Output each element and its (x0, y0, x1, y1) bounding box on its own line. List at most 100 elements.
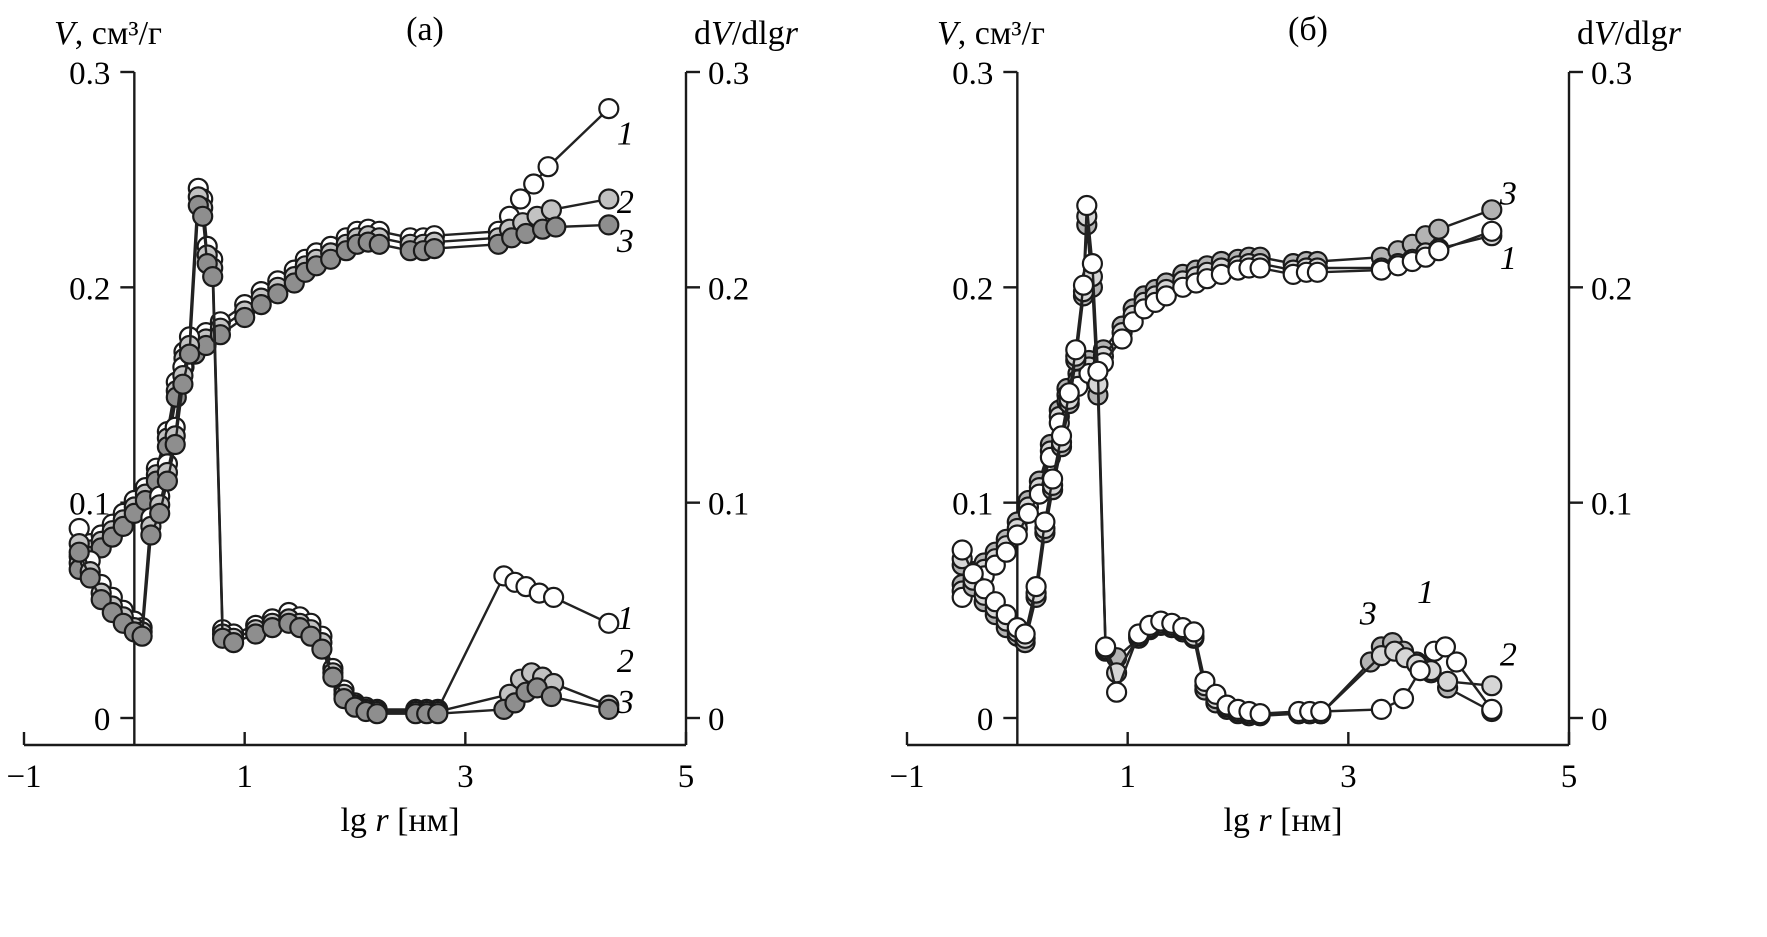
data-point-marker (368, 233, 390, 255)
data-point-marker (1072, 274, 1095, 296)
data-point-marker (545, 216, 567, 238)
x-axis-title: lg r [нм] (1223, 802, 1342, 839)
data-point-marker (1306, 261, 1328, 283)
curve-label-b-dV-1: 1 (1417, 574, 1434, 611)
data-point-marker (1034, 511, 1056, 533)
y-left-tick-label: 0.1 (952, 487, 993, 523)
data-point-marker (1249, 257, 1271, 279)
data-point-marker (149, 502, 171, 525)
data-point-marker (951, 539, 973, 561)
data-point-marker (131, 625, 153, 647)
data-point-marker (156, 470, 178, 492)
curve-label-a-dV-3: 3 (616, 684, 634, 721)
series-a-dV-3 (68, 194, 620, 725)
x-tick-label: 1 (236, 759, 253, 795)
data-point-marker (1111, 328, 1133, 350)
x-tick-label: 3 (1340, 759, 1357, 795)
curve-label-a-dV-1: 1 (617, 600, 634, 637)
data-point-marker (427, 703, 449, 725)
curve-label-a-V-2: 2 (617, 184, 634, 221)
x-axis-title: lg r [нм] (340, 802, 459, 839)
chart-panel-b: 0 0.1 0.2 0.3 0 0.1 0.2 0.3 −1 1 3 5 V, см³/г dV/dlgr… (889, 11, 1682, 839)
data-point-marker (1006, 524, 1028, 546)
data-point-marker (1087, 360, 1109, 382)
data-point-marker (1155, 285, 1177, 307)
data-point-marker (79, 567, 101, 589)
panel-label: (а) (406, 11, 444, 48)
data-point-marker (1392, 687, 1415, 710)
data-point-marker (68, 541, 90, 563)
data-point-marker (1095, 636, 1117, 658)
series-a-dV-2 (68, 186, 620, 723)
data-point-marker (267, 283, 289, 305)
data-point-marker (1481, 220, 1503, 242)
data-point-marker (598, 188, 620, 210)
panel-label: (б) (1288, 11, 1328, 48)
y-right-tick-label: 0.3 (1591, 56, 1632, 92)
data-point-marker (172, 373, 194, 395)
y-right-axis-title: dV/dlgr (1577, 15, 1682, 52)
data-point-marker (1249, 703, 1271, 725)
x-tick-label: −1 (6, 759, 41, 795)
data-point-marker (1409, 659, 1431, 682)
y-right-tick-label: 0.2 (708, 271, 749, 307)
data-point-marker (1076, 194, 1098, 217)
y-right-tick-label: 0.3 (708, 56, 749, 92)
curve-label-b-V-3: 3 (1499, 176, 1517, 213)
y-left-tick-label: 0 (94, 702, 111, 738)
data-point-marker (1310, 700, 1332, 723)
x-tick-label: −1 (889, 759, 924, 795)
y-left-tick-label: 0.2 (952, 271, 993, 307)
data-point-marker (366, 703, 388, 725)
y-left-tick-label: 0.2 (69, 271, 110, 307)
x-tick-label: 5 (678, 759, 695, 795)
y-left-tick-label: 0 (977, 702, 994, 738)
data-point-marker (1428, 218, 1450, 240)
y-left-axis-title: V, см³/г (937, 15, 1045, 52)
series-line (961, 216, 1492, 715)
data-point-marker (140, 524, 162, 546)
y-left-tick-label: 0.1 (69, 487, 110, 523)
data-point-marker (1014, 623, 1036, 645)
data-point-marker (322, 666, 344, 688)
y-left-axis-title: V, см³/г (54, 15, 162, 52)
data-point-marker (1370, 698, 1392, 721)
data-point-marker (1017, 502, 1039, 525)
curve-label-a-dV-2: 2 (617, 643, 634, 680)
data-point-marker (164, 433, 186, 456)
data-point-marker (423, 238, 445, 260)
data-point-marker (598, 612, 620, 634)
curve-label-b-dV-2: 2 (1500, 636, 1517, 673)
data-point-marker (995, 541, 1017, 563)
data-point-marker (1058, 382, 1080, 404)
x-tick-label: 1 (1119, 759, 1136, 795)
data-point-marker (1481, 698, 1503, 721)
data-point-marker (223, 631, 245, 654)
data-point-marker (598, 214, 620, 236)
data-point-marker (1481, 675, 1503, 697)
data-point-marker (542, 586, 565, 609)
data-point-marker (250, 294, 272, 316)
series-b-dV-3 (951, 214, 1503, 727)
curve-label-b-V-1: 1 (1500, 240, 1517, 277)
data-point-marker (1050, 425, 1073, 447)
series-b-dV-1 (951, 194, 1503, 725)
y-right-tick-label: 0 (1591, 702, 1608, 738)
y-right-axis-title: dV/dlgr (694, 15, 799, 52)
series-line (78, 196, 610, 713)
x-tick-label: 5 (1561, 759, 1578, 795)
y-right-tick-label: 0.1 (1591, 487, 1632, 523)
data-point-marker (311, 638, 333, 660)
data-point-marker (1434, 636, 1457, 658)
x-tick-label: 3 (457, 759, 474, 795)
data-point-marker (598, 97, 620, 120)
curve-label-a-V-1: 1 (617, 115, 634, 152)
series-b-V-1 (951, 220, 1503, 609)
data-point-marker (1065, 339, 1087, 361)
axes (905, 70, 1583, 747)
data-point-marker (537, 156, 559, 178)
data-point-marker (1042, 468, 1064, 490)
data-point-marker (1106, 681, 1128, 703)
data-point-marker (1183, 621, 1205, 643)
